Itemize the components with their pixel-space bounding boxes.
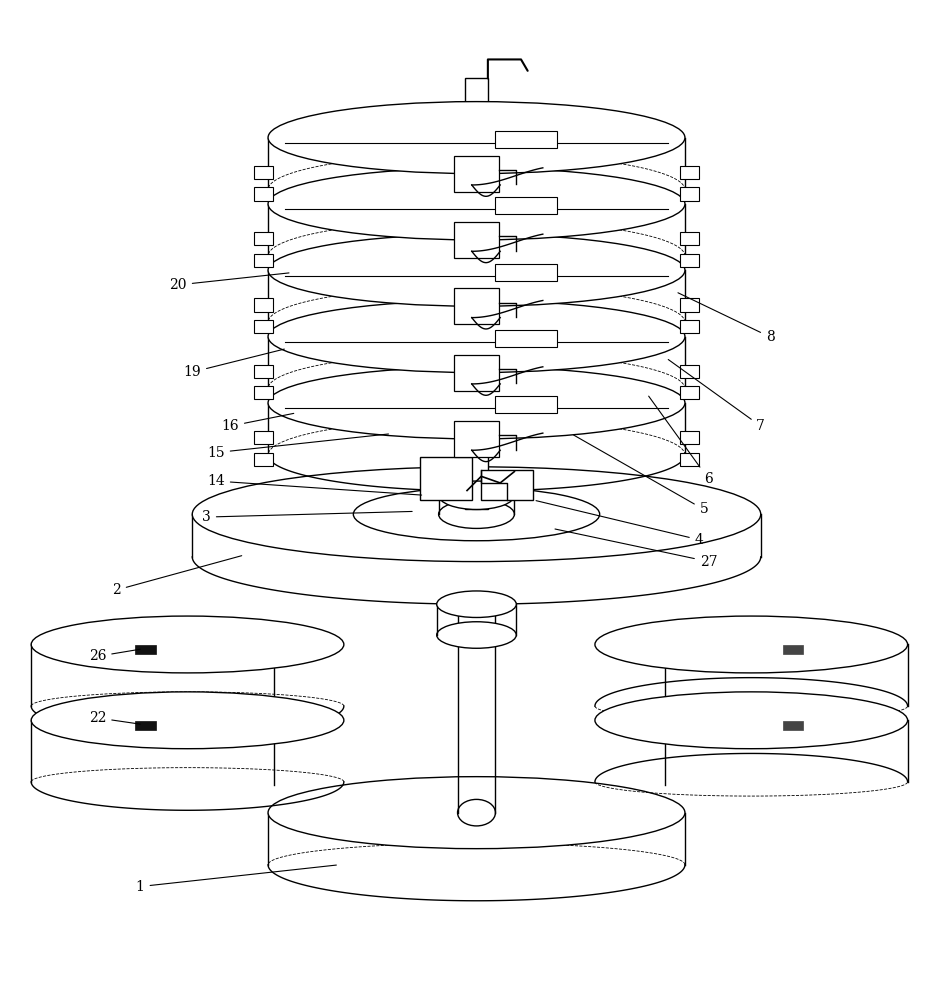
Ellipse shape	[31, 692, 344, 749]
Text: 14: 14	[207, 474, 421, 495]
Bar	[253, 166, 272, 179]
Bar	[453, 288, 499, 324]
Bar	[495, 197, 557, 214]
Bar	[253, 431, 272, 444]
Text: 20: 20	[169, 273, 288, 292]
Text: 22: 22	[89, 711, 140, 725]
Bar	[419, 457, 471, 500]
Bar	[680, 254, 699, 267]
Bar	[495, 131, 557, 148]
Bar	[253, 386, 272, 399]
Bar	[680, 298, 699, 312]
Text: 2: 2	[112, 556, 242, 597]
Text: 1: 1	[135, 865, 336, 894]
Bar	[680, 453, 699, 466]
Bar	[453, 355, 499, 391]
Text: 26: 26	[89, 649, 140, 663]
Text: 6: 6	[648, 396, 712, 486]
Text: 8: 8	[677, 293, 774, 344]
Ellipse shape	[594, 692, 906, 749]
Bar	[253, 365, 272, 378]
Ellipse shape	[594, 616, 906, 673]
Bar	[680, 232, 699, 245]
Ellipse shape	[353, 488, 599, 541]
Bar	[495, 330, 557, 347]
Bar	[680, 320, 699, 333]
Ellipse shape	[268, 234, 684, 306]
Bar	[253, 298, 272, 312]
Bar	[453, 156, 499, 192]
Bar	[253, 187, 272, 201]
Text: 16: 16	[221, 413, 293, 433]
Bar	[135, 645, 156, 654]
Ellipse shape	[457, 799, 495, 826]
Bar	[782, 721, 803, 730]
Bar	[495, 396, 557, 413]
Ellipse shape	[268, 301, 684, 373]
Text: 4: 4	[535, 501, 703, 547]
Bar	[495, 264, 557, 281]
Bar	[253, 232, 272, 245]
Text: 15: 15	[207, 434, 388, 460]
Bar	[680, 187, 699, 201]
Bar	[453, 421, 499, 457]
Bar	[481, 470, 533, 500]
Text: 3: 3	[202, 510, 411, 524]
Ellipse shape	[438, 500, 514, 528]
Bar	[253, 453, 272, 466]
Bar	[135, 721, 156, 730]
Ellipse shape	[192, 467, 760, 562]
Ellipse shape	[268, 777, 684, 849]
Ellipse shape	[436, 622, 516, 648]
Bar	[680, 166, 699, 179]
Text: 5: 5	[573, 435, 707, 516]
Bar	[253, 320, 272, 333]
Ellipse shape	[31, 616, 344, 673]
Bar	[782, 645, 803, 654]
Ellipse shape	[268, 102, 684, 174]
Bar	[253, 254, 272, 267]
Bar	[680, 365, 699, 378]
Bar	[680, 431, 699, 444]
Bar	[680, 386, 699, 399]
Text: 19: 19	[184, 349, 284, 379]
Ellipse shape	[436, 591, 516, 617]
Bar	[465, 78, 487, 509]
Ellipse shape	[438, 481, 514, 509]
Text: 7: 7	[667, 360, 764, 433]
Bar	[453, 222, 499, 258]
Text: 27: 27	[554, 529, 717, 569]
Ellipse shape	[268, 367, 684, 439]
Ellipse shape	[268, 168, 684, 240]
